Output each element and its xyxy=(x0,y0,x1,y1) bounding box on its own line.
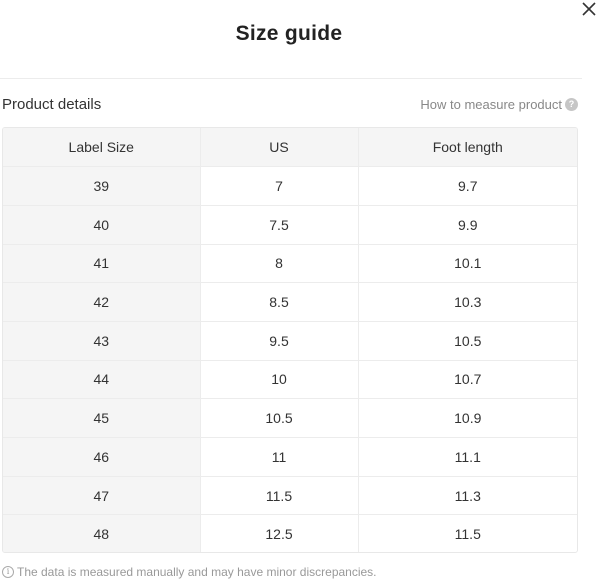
us-size-cell: 11 xyxy=(200,437,359,477)
label-size-cell: 46 xyxy=(3,437,201,477)
column-header-foot-length: Foot length xyxy=(358,128,577,168)
size-table: Label Size US Foot length 39 7 9.7 40 7.… xyxy=(2,127,578,553)
us-size-cell: 8.5 xyxy=(200,282,359,322)
label-size-cell: 41 xyxy=(3,244,201,284)
table-row: 46 11 11.1 xyxy=(3,437,577,477)
section-header: Product details How to measure product ? xyxy=(2,96,578,116)
table-header-row: Label Size US Foot length xyxy=(3,128,577,168)
table-row: 43 9.5 10.5 xyxy=(3,321,577,361)
close-button[interactable] xyxy=(578,0,600,22)
info-circle-icon: i xyxy=(2,566,14,578)
foot-length-cell: 10.1 xyxy=(358,244,577,284)
column-header-label-size: Label Size xyxy=(3,128,201,168)
table-row: 47 11.5 11.3 xyxy=(3,476,577,516)
us-size-cell: 7.5 xyxy=(200,205,359,245)
foot-length-cell: 10.5 xyxy=(358,321,577,361)
table-row: 39 7 9.7 xyxy=(3,166,577,206)
foot-length-cell: 9.9 xyxy=(358,205,577,245)
foot-length-cell: 11.1 xyxy=(358,437,577,477)
us-size-cell: 11.5 xyxy=(200,476,359,516)
section-title: Product details xyxy=(2,96,102,113)
us-size-cell: 12.5 xyxy=(200,514,359,552)
disclaimer-text: The data is measured manually and may ha… xyxy=(17,565,377,579)
label-size-cell: 47 xyxy=(3,476,201,516)
foot-length-cell: 10.9 xyxy=(358,398,577,438)
foot-length-cell: 10.7 xyxy=(358,360,577,400)
us-size-cell: 10.5 xyxy=(200,398,359,438)
table-row: 41 8 10.1 xyxy=(3,244,577,284)
how-to-measure-link[interactable]: How to measure product ? xyxy=(420,97,578,112)
table-row: 42 8.5 10.3 xyxy=(3,282,577,322)
label-size-cell: 48 xyxy=(3,514,201,552)
table-row: 48 12.5 11.5 xyxy=(3,514,577,552)
foot-length-cell: 11.3 xyxy=(358,476,577,516)
label-size-cell: 40 xyxy=(3,205,201,245)
label-size-cell: 43 xyxy=(3,321,201,361)
header-divider xyxy=(0,78,582,79)
us-size-cell: 8 xyxy=(200,244,359,284)
us-size-cell: 10 xyxy=(200,360,359,400)
table-row: 44 10 10.7 xyxy=(3,360,577,400)
table-row: 40 7.5 9.9 xyxy=(3,205,577,245)
modal-title: Size guide xyxy=(235,22,343,45)
question-circle-icon: ? xyxy=(565,98,578,111)
label-size-cell: 44 xyxy=(3,360,201,400)
disclaimer-footnote: i The data is measured manually and may … xyxy=(2,565,377,579)
label-size-cell: 42 xyxy=(3,282,201,322)
label-size-cell: 39 xyxy=(3,166,201,206)
foot-length-cell: 11.5 xyxy=(454,526,481,543)
foot-length-cell: 10.3 xyxy=(358,282,577,322)
how-to-measure-label: How to measure product xyxy=(420,97,562,112)
label-size-cell: 45 xyxy=(3,398,201,438)
foot-length-cell: 9.7 xyxy=(358,166,577,206)
column-header-us: US xyxy=(200,128,359,168)
us-size-cell: 7 xyxy=(200,166,359,206)
us-size-cell: 9.5 xyxy=(200,321,359,361)
close-icon xyxy=(582,2,596,16)
table-row: 45 10.5 10.9 xyxy=(3,398,577,438)
